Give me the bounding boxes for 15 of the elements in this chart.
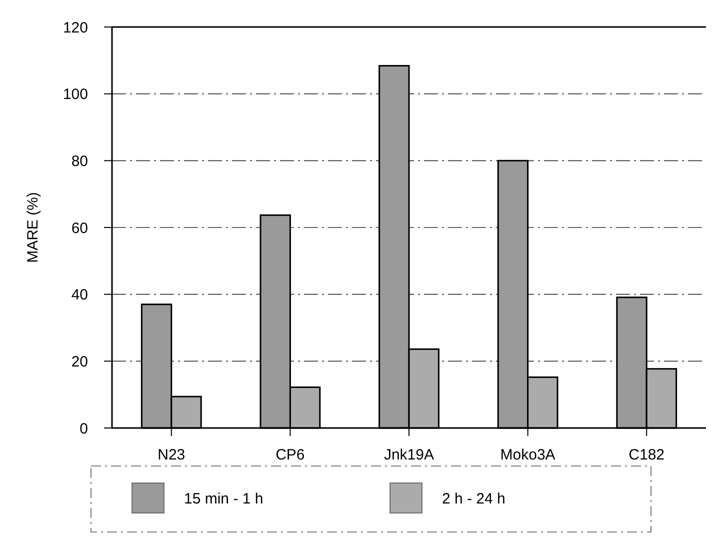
y-tick-label: 20 [71,353,88,370]
y-axis-title: MARE (%) [24,192,42,263]
x-tick-label: CP6 [276,446,305,464]
legend-label: 15 min - 1 h [184,490,264,508]
y-tick-label: 60 [71,220,88,237]
x-tick-label: Jnk19A [384,446,434,464]
y-tick-label: 40 [71,286,88,304]
legend-label: 2 h - 24 h [442,490,506,508]
y-tick-label: 120 [62,19,88,36]
x-tick-label: N23 [158,446,186,464]
x-tick-label: C182 [628,446,665,464]
x-tick-label: Moko3A [500,446,556,464]
y-tick-label: 100 [62,86,88,104]
y-tick-label: 80 [71,152,88,170]
y-tick-label: 0 [80,420,88,438]
